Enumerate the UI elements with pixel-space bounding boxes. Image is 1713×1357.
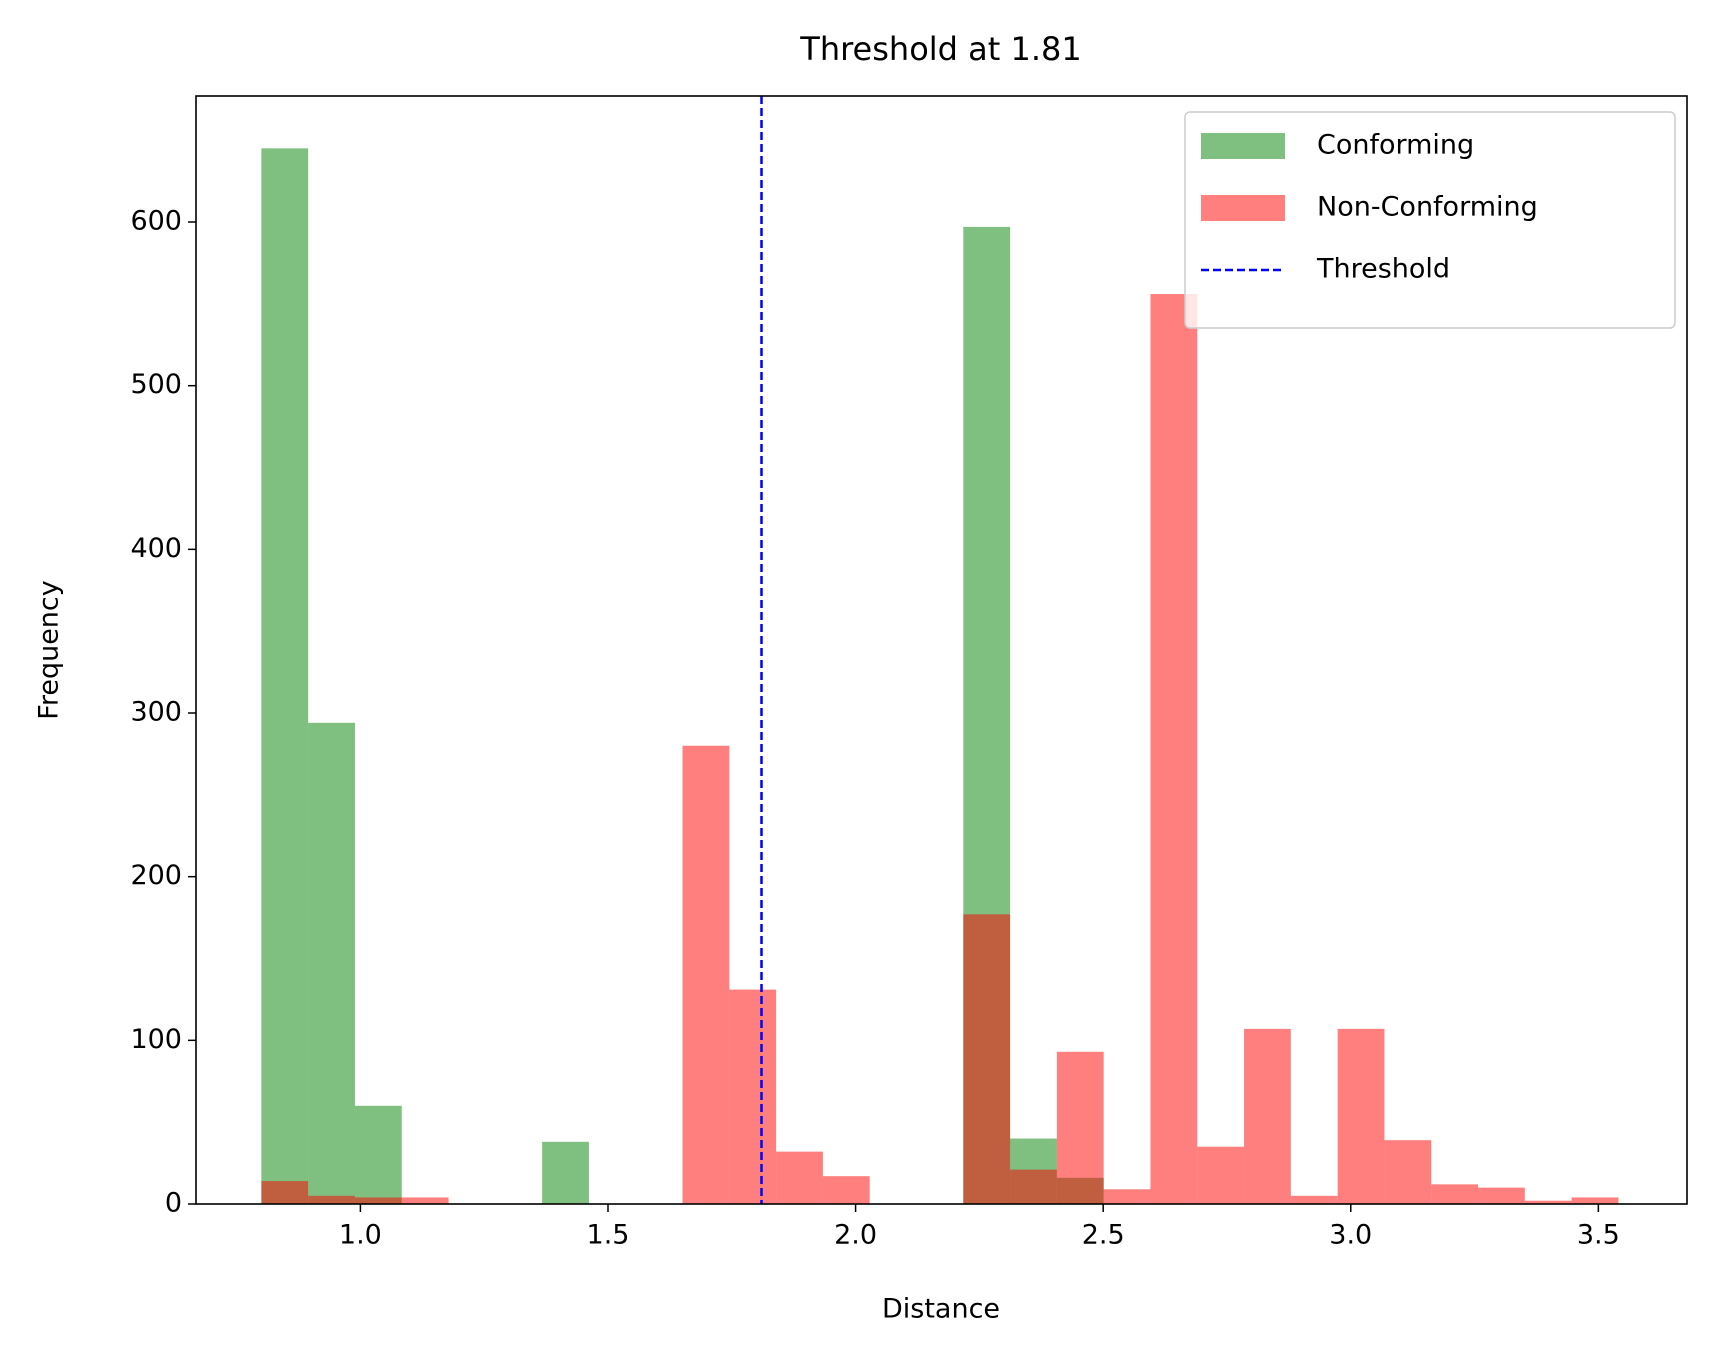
x-tick-label: 1.0 xyxy=(339,1220,382,1251)
x-tick-label: 2.0 xyxy=(834,1220,877,1251)
x-tick-label: 2.5 xyxy=(1082,1220,1125,1251)
histogram-bar xyxy=(1290,1195,1338,1204)
x-axis-label: Distance xyxy=(882,1294,1000,1325)
histogram-bar xyxy=(1337,1028,1385,1204)
histogram-bar xyxy=(308,1195,355,1204)
histogram-bar xyxy=(261,1181,309,1204)
histogram-bar xyxy=(1103,1189,1151,1204)
y-tick-label: 100 xyxy=(130,1024,182,1055)
x-tick-label: 1.5 xyxy=(587,1220,630,1251)
histogram-bar xyxy=(682,745,730,1204)
y-tick-label: 300 xyxy=(130,697,182,728)
histogram-bar xyxy=(1150,294,1198,1205)
histogram-bar xyxy=(401,1197,449,1204)
y-tick-label: 600 xyxy=(130,206,182,237)
histogram-bar xyxy=(1571,1197,1619,1204)
histogram-bar xyxy=(822,1176,870,1204)
legend-label: Threshold xyxy=(1316,254,1450,285)
histogram-bar xyxy=(542,1141,589,1204)
histogram-bar xyxy=(963,914,1011,1204)
chart-title: Threshold at 1.81 xyxy=(799,30,1081,68)
legend-swatch xyxy=(1201,195,1285,221)
histogram-bar xyxy=(1010,1169,1057,1204)
y-tick-label: 0 xyxy=(165,1188,182,1219)
histogram-bar xyxy=(354,1105,402,1204)
axes-frame xyxy=(195,95,1688,1205)
histogram-bar xyxy=(261,148,309,1205)
histogram-bar xyxy=(1197,1146,1245,1204)
histogram-bar xyxy=(1244,1028,1291,1204)
x-tick-label: 3.5 xyxy=(1577,1220,1620,1251)
histogram-bar xyxy=(1524,1200,1572,1204)
histogram-bar xyxy=(1056,1051,1104,1204)
y-tick-label: 500 xyxy=(130,369,182,400)
y-axis-label: Frequency xyxy=(34,580,65,720)
histogram-bar xyxy=(776,1151,823,1204)
histogram-bar xyxy=(308,722,355,1204)
legend-frame xyxy=(1184,111,1676,329)
legend-label: Non-Conforming xyxy=(1317,192,1538,223)
legend: Conforming Non-Conforming Threshold xyxy=(1184,111,1676,329)
histogram-bar xyxy=(1384,1140,1432,1204)
legend-label: Conforming xyxy=(1317,130,1474,161)
legend-swatch xyxy=(1201,133,1285,159)
y-tick-label: 200 xyxy=(130,860,182,891)
histogram-bar xyxy=(354,1197,402,1204)
histogram-bar xyxy=(729,989,777,1204)
y-tick-label: 400 xyxy=(130,533,182,564)
histogram-bar xyxy=(1431,1184,1479,1204)
histogram-bar xyxy=(1478,1187,1525,1204)
x-tick-label: 3.0 xyxy=(1329,1220,1372,1251)
